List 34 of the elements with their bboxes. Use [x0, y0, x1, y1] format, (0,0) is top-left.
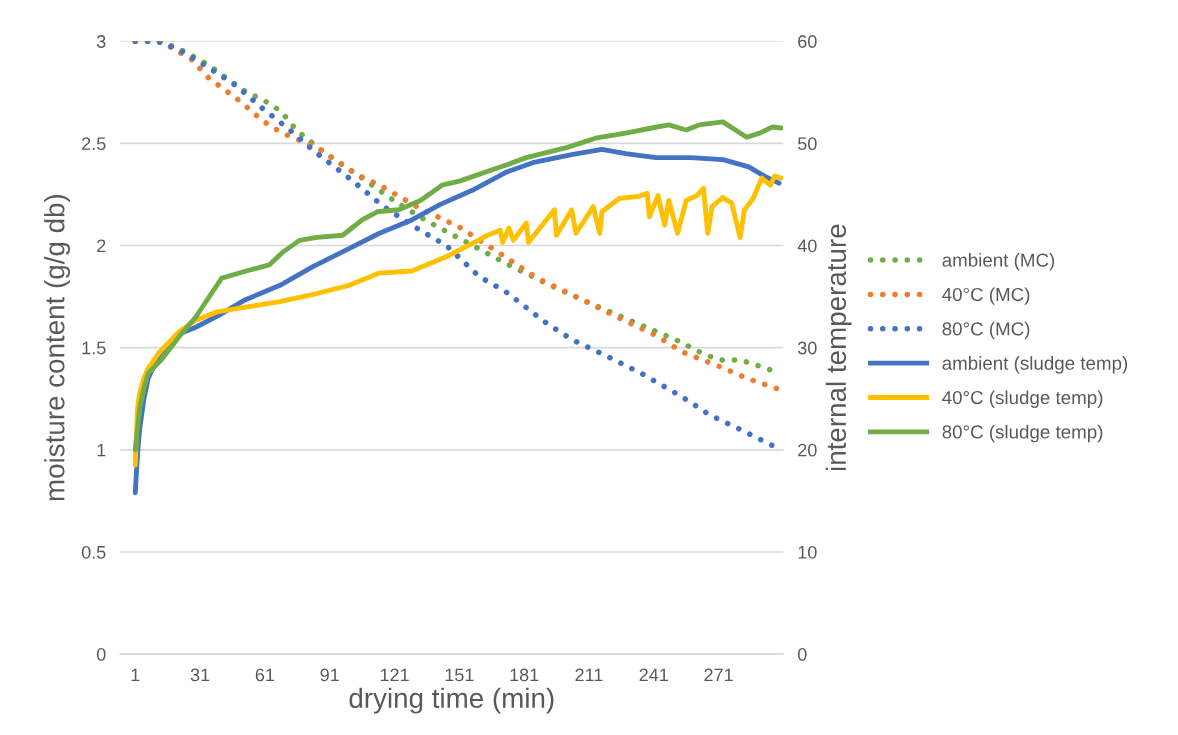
x-tick-label: 1	[131, 668, 140, 682]
x-tick-label: 31	[190, 668, 210, 682]
legend-label: 80°C (sludge temp)	[942, 424, 1103, 443]
y2-tick-label: 10	[798, 545, 817, 559]
x-tick-label: 61	[255, 668, 275, 682]
x-tick-label: 211	[575, 668, 603, 682]
y-tick-label: 0	[96, 648, 106, 661]
y-tick-label: 1	[97, 443, 106, 457]
y-tick-label: 2	[97, 239, 106, 253]
x-tick-label: 151	[445, 668, 474, 682]
legend-label: ambient (sludge temp)	[942, 356, 1128, 374]
x-axis-title: drying time (min)	[349, 687, 554, 714]
y2-tick-label: 60	[798, 35, 817, 48]
x-tick-label: 121	[380, 668, 409, 682]
y-tick-label: 2.5	[82, 137, 106, 151]
legend-label: 80°C (MC)	[942, 321, 1030, 340]
y2-tick-label: 50	[797, 137, 817, 151]
x-tick-label: 241	[639, 668, 668, 682]
y2-axis-title: internal temperature	[825, 224, 852, 471]
y-tick-label: 3	[96, 35, 106, 48]
y-tick-label: 0.5	[81, 545, 106, 559]
y2-tick-label: 0	[797, 648, 807, 661]
legend-label: ambient (MC)	[942, 253, 1055, 271]
legend-label: 40°C (MC)	[942, 287, 1030, 305]
line-series	[132, 173, 784, 468]
x-tick-label: 91	[320, 668, 339, 682]
y2-tick-label: 30	[797, 341, 817, 355]
x-tick-label: 271	[704, 668, 733, 682]
y2-tick-label: 20	[798, 443, 817, 457]
y-axis-title: moisture content (g/g db)	[44, 194, 71, 501]
y-tick-label: 1.5	[82, 341, 106, 355]
y2-tick-label: 40	[797, 239, 817, 253]
legend-label: 40°C (sludge temp)	[942, 390, 1103, 408]
x-tick-label: 181	[510, 668, 539, 682]
